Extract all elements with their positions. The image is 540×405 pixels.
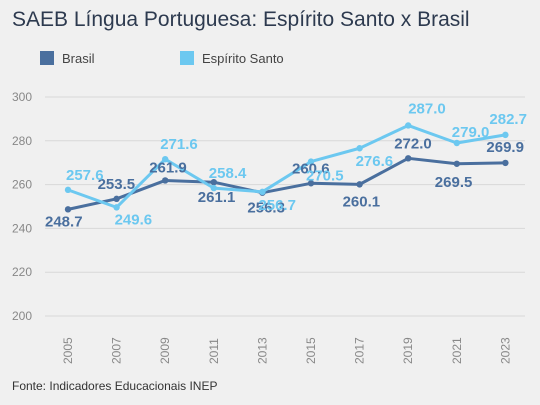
data-label-espirito-santo: 257.6 [66,167,104,184]
data-label-espirito-santo: 258.4 [209,165,247,182]
x-tick-label: 2007 [110,337,124,364]
data-label-espirito-santo: 287.0 [408,100,446,117]
data-point-brasil [307,180,315,187]
data-label-brasil: 260.1 [343,193,381,210]
data-label-espirito-santo: 249.6 [115,211,153,228]
data-point-espirito-santo [64,186,72,194]
data-label-espirito-santo: 276.6 [356,153,394,170]
data-point-espirito-santo [405,122,412,129]
legend-item-espirito-santo: Espírito Santo [180,50,284,66]
y-tick-label: 300 [12,90,32,104]
data-label-brasil: 269.9 [486,139,524,156]
data-label-brasil: 256.3 [247,200,285,217]
legend-item-brasil: Brasil [40,50,95,66]
data-label-brasil: 269.5 [435,174,473,191]
legend-label-espirito-santo: Espírito Santo [202,50,284,66]
series-line-espirito-santo [67,123,506,209]
data-label-brasil: 261.1 [198,189,236,206]
y-tick-label: 220 [12,265,32,279]
y-tick-label: 200 [12,309,32,323]
x-tick-label: 2023 [498,337,512,364]
y-tick-label: 260 [12,178,32,192]
data-point-brasil [64,206,72,213]
data-label-espirito-santo: 256.7 [258,197,296,214]
data-point-brasil [453,160,460,167]
legend-swatch-espirito-santo [180,51,194,65]
x-tick-label: 2019 [401,337,415,364]
data-label-brasil: 260.6 [292,160,330,177]
legend-label-brasil: Brasil [62,50,95,66]
source-note: Fonte: Indicadores Educacionais INEP [12,379,218,393]
x-tick-label: 2005 [61,337,75,364]
data-label-brasil: 248.7 [45,213,83,230]
chart-title: SAEB Língua Portuguesa: Espírito Santo x… [12,8,470,31]
data-label-brasil: 272.0 [394,135,432,152]
data-label-brasil: 261.9 [149,159,187,176]
x-tick-label: 2009 [158,337,172,364]
data-label-espirito-santo: 271.6 [160,136,198,153]
data-point-espirito-santo [162,155,169,163]
legend-swatch-brasil [40,51,54,65]
y-tick-label: 240 [12,221,32,235]
data-point-espirito-santo [356,145,363,152]
data-point-espirito-santo [307,158,315,165]
x-tick-label: 2013 [255,337,269,364]
data-label-brasil: 253.5 [98,176,136,193]
data-point-brasil [356,181,363,188]
data-label-espirito-santo: 279.0 [452,124,490,141]
data-point-brasil [210,178,217,186]
x-tick-label: 2017 [353,337,367,364]
data-point-brasil [405,155,412,162]
data-label-espirito-santo: 282.7 [489,111,527,128]
data-point-brasil [502,159,509,167]
series-line-brasil [67,156,506,211]
data-point-espirito-santo [502,131,509,139]
x-tick-label: 2021 [450,337,464,364]
data-label-espirito-santo: 270.5 [306,168,344,185]
data-point-brasil [113,195,120,203]
y-tick-label: 280 [12,134,32,148]
data-point-espirito-santo [453,139,460,147]
data-point-espirito-santo [259,188,266,196]
x-tick-label: 2015 [304,337,318,364]
data-point-espirito-santo [210,184,217,192]
data-point-brasil [162,177,169,184]
data-point-espirito-santo [113,204,120,211]
x-tick-label: 2011 [207,338,221,364]
